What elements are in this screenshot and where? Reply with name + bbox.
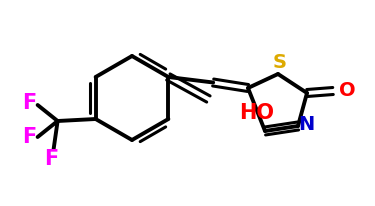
Text: F: F [22,127,37,147]
Text: F: F [22,93,37,113]
Text: HO: HO [240,103,274,123]
Text: N: N [298,115,314,133]
Text: F: F [45,149,59,169]
Text: O: O [339,81,356,99]
Text: S: S [273,53,287,71]
